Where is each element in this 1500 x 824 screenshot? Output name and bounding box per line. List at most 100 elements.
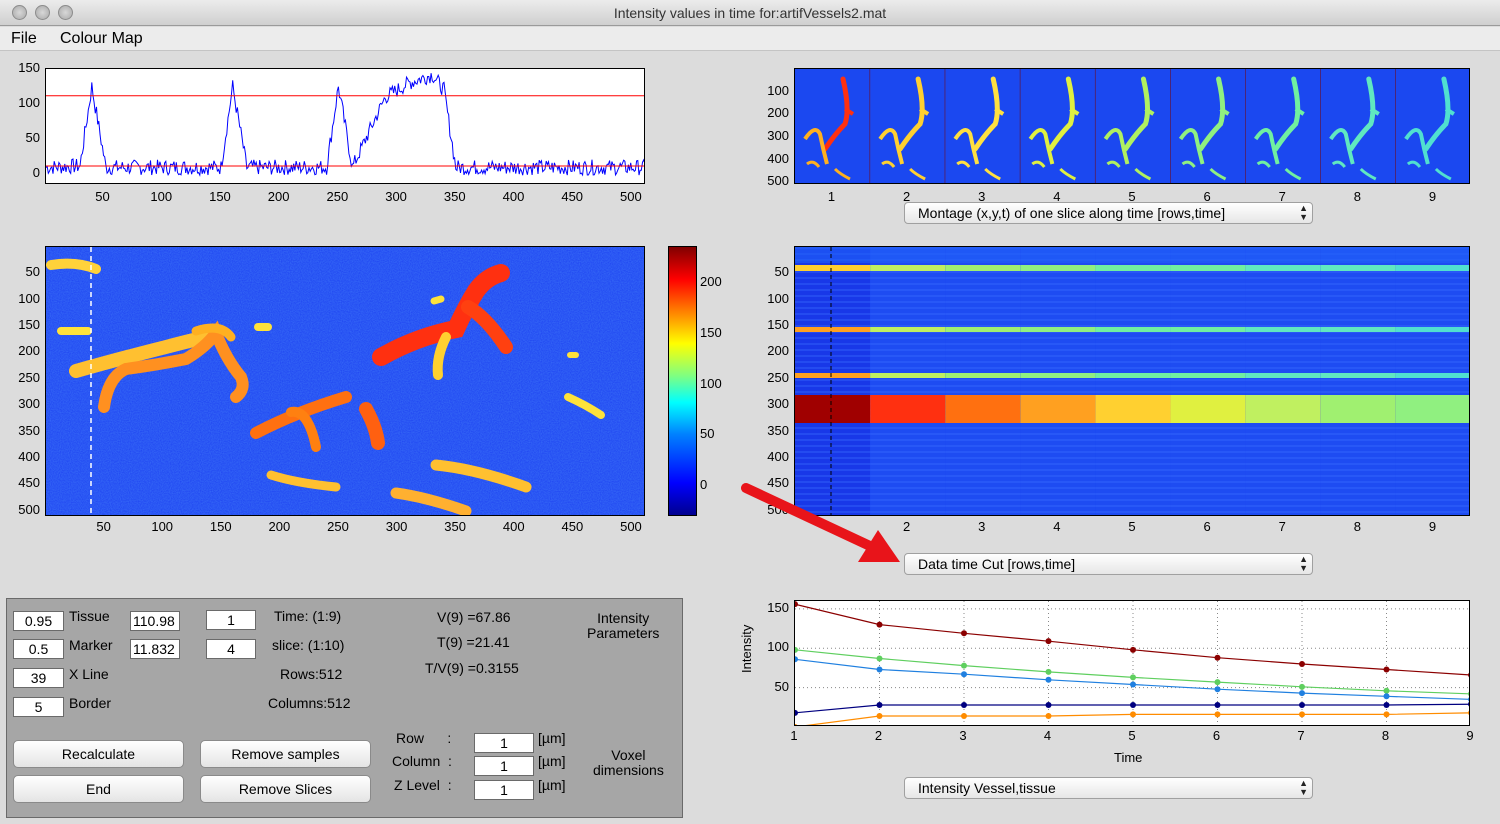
tissue-threshold-input[interactable]: 0.95 xyxy=(13,611,64,631)
montage-frame xyxy=(1170,69,1247,183)
montage-frame xyxy=(1095,69,1172,183)
menu-file[interactable]: File xyxy=(11,30,37,47)
border-input[interactable]: 5 xyxy=(13,697,64,717)
intensity-point xyxy=(1214,701,1221,708)
timecut-column xyxy=(945,247,1021,515)
image-x-tick: 200 xyxy=(268,519,291,534)
timecut-column xyxy=(1095,247,1171,515)
intensity-x-tick: 9 xyxy=(1466,728,1474,743)
montage-x-tick: 5 xyxy=(1128,189,1136,204)
montage-y-tick: 300 xyxy=(767,127,789,143)
intensity-point xyxy=(961,671,967,678)
remove-samples-button[interactable]: Remove samples xyxy=(200,740,371,768)
vessel-image[interactable] xyxy=(45,246,645,516)
intensity-point xyxy=(1214,679,1221,686)
remove-slices-button[interactable]: Remove Slices xyxy=(200,775,371,803)
recalculate-button[interactable]: Recalculate xyxy=(13,740,184,768)
montage-y-tick: 400 xyxy=(767,150,789,166)
profile-x-tick: 400 xyxy=(502,189,525,204)
intensity-y-label: Intensity xyxy=(739,624,754,673)
intensity-point xyxy=(1045,668,1052,675)
profile-y-tick: 150 xyxy=(18,60,40,75)
timecut-y-tick: 50 xyxy=(774,264,789,280)
montage-x-tick: 6 xyxy=(1203,189,1211,204)
zoom-window-button[interactable] xyxy=(58,5,73,20)
intensity-x-tick: 6 xyxy=(1212,728,1221,743)
marker-threshold-input[interactable]: 0.5 xyxy=(13,639,64,659)
chevron-up-down-icon: ▲ ▼ xyxy=(1299,778,1308,797)
z-level-voxel-input[interactable]: 1 xyxy=(474,780,534,800)
time-input[interactable]: 1 xyxy=(206,610,256,630)
column-voxel-input[interactable]: 1 xyxy=(474,756,534,776)
colorbar xyxy=(668,246,697,516)
profile-y-tick: 50 xyxy=(25,130,40,146)
timecut-x-tick: 9 xyxy=(1428,519,1437,534)
intensity-point xyxy=(1468,710,1469,716)
image-y-tick: 200 xyxy=(18,343,40,359)
time-range-label: Time: (1:9) xyxy=(274,608,342,624)
montage-y-tick: 100 xyxy=(767,82,789,98)
vessel-shapes xyxy=(46,258,605,515)
red-arrow-annotation xyxy=(741,483,900,562)
menu-bar: File Colour Map xyxy=(0,27,1500,51)
timecut-column xyxy=(1020,247,1096,515)
image-y-tick: 50 xyxy=(25,264,40,280)
chevron-up-down-icon: ▲ ▼ xyxy=(1299,203,1308,222)
intensity-view-select-value: Intensity Vessel,tissue xyxy=(918,780,1056,796)
colorbar-tick: 200 xyxy=(700,273,722,289)
intensity-x-tick: 5 xyxy=(1128,728,1136,743)
profile-plot xyxy=(45,68,645,184)
columns-label: Columns:512 xyxy=(268,695,351,711)
colorbar-tick: 50 xyxy=(700,426,715,442)
intensity-point xyxy=(1468,672,1469,678)
profile-x-tick: 350 xyxy=(443,189,466,204)
image-x-tick: 500 xyxy=(620,519,642,534)
intensity-view-select[interactable]: Intensity Vessel,tissue ▲ ▼ xyxy=(904,777,1313,799)
row-label: Row : xyxy=(396,730,452,746)
timecut-x-tick: 4 xyxy=(1053,519,1061,534)
intensity-point xyxy=(1299,683,1305,690)
window-title: Intensity values in time for:artifVessel… xyxy=(613,5,887,21)
intensity-point xyxy=(961,701,967,708)
close-window-button[interactable] xyxy=(12,5,27,20)
profile-x-tick: 50 xyxy=(95,189,110,204)
slice-range-label: slice: (1:10) xyxy=(272,637,345,653)
intensity-point xyxy=(1045,638,1052,645)
timecut-x-tick: 6 xyxy=(1203,519,1211,534)
vessel-image-svg xyxy=(46,247,644,515)
intensity-point xyxy=(876,701,883,708)
intensity-point xyxy=(1130,674,1136,681)
intensity-point xyxy=(1045,676,1052,683)
montage-view-select-value: Montage (x,y,t) of one slice along time … xyxy=(918,205,1226,221)
intensity-point xyxy=(1468,691,1469,697)
intensity-x-tick: 4 xyxy=(1043,728,1052,743)
intensity-point xyxy=(1468,701,1469,707)
menu-colour-map[interactable]: Colour Map xyxy=(60,30,143,47)
tv-ratio-label: T/V(9) =0.3155 xyxy=(425,660,519,676)
image-x-tick: 450 xyxy=(561,519,584,534)
intensity-point xyxy=(1299,690,1305,697)
x-line-input[interactable]: 39 xyxy=(13,668,64,688)
marker-level-input[interactable]: 11.832 xyxy=(130,639,180,659)
montage-view-select[interactable]: Montage (x,y,t) of one slice along time … xyxy=(904,202,1313,224)
end-button[interactable]: End xyxy=(13,775,184,803)
image-y-tick: 500 xyxy=(18,501,40,517)
intensity-point xyxy=(876,712,883,719)
montage-frame xyxy=(1245,69,1322,183)
intensity-point xyxy=(876,621,883,628)
montage-frame xyxy=(870,69,946,183)
intensity-chart-svg xyxy=(795,601,1469,725)
intensity-point xyxy=(1130,701,1136,708)
row-voxel-input[interactable]: 1 xyxy=(474,733,534,753)
timecut-view-select[interactable]: Data time Cut [rows,time] ▲ ▼ xyxy=(904,553,1313,575)
t-value-label: T(9) =21.41 xyxy=(437,634,510,650)
minimize-window-button[interactable] xyxy=(35,5,50,20)
rows-label: Rows:512 xyxy=(280,666,343,682)
tissue-level-input[interactable]: 110.98 xyxy=(130,611,180,631)
intensity-point xyxy=(1383,687,1390,694)
slice-input[interactable]: 4 xyxy=(206,639,256,659)
intensity-y-tick: 50 xyxy=(774,678,789,694)
image-y-tick: 400 xyxy=(18,448,40,464)
montage-frame xyxy=(1320,69,1397,183)
montage-x-tick: 1 xyxy=(827,189,836,204)
